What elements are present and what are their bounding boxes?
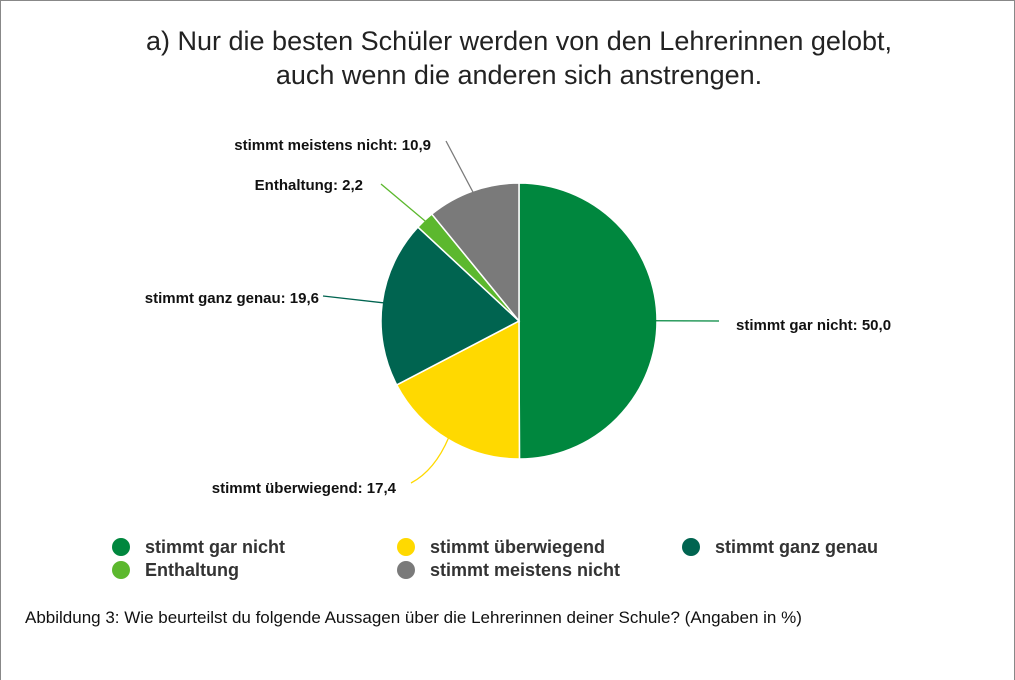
caption: Abbildung 3: Wie beurteilst du folgende …: [25, 608, 802, 627]
data-label: stimmt überwiegend: 17,4: [212, 480, 397, 497]
chart-title: a) Nur die besten Schüler werden von den…: [146, 26, 892, 56]
leader-line: [380, 183, 427, 223]
legend-label: stimmt ganz genau: [715, 537, 878, 557]
leader-line: [445, 140, 474, 194]
legend-marker: [112, 561, 130, 579]
legend-label: stimmt überwiegend: [430, 537, 605, 557]
leader-line: [410, 437, 450, 484]
legend-marker: [682, 538, 700, 556]
data-label: stimmt meistens nicht: 10,9: [234, 137, 431, 154]
data-label: stimmt gar nicht: 50,0: [736, 317, 891, 334]
pie-slice: [518, 182, 658, 460]
chart-title: auch wenn die anderen sich anstrengen.: [276, 60, 762, 90]
chart: a) Nur die besten Schüler werden von den…: [112, 26, 892, 580]
data-label: Enthaltung: 2,2: [255, 177, 363, 194]
legend-marker: [397, 538, 415, 556]
legend-label: Enthaltung: [145, 560, 239, 580]
legend-marker: [397, 561, 415, 579]
leader-line: [322, 295, 385, 304]
legend-marker: [112, 538, 130, 556]
legend-label: stimmt meistens nicht: [430, 560, 620, 580]
legend-label: stimmt gar nicht: [145, 537, 285, 557]
data-label: stimmt ganz genau: 19,6: [145, 290, 319, 307]
